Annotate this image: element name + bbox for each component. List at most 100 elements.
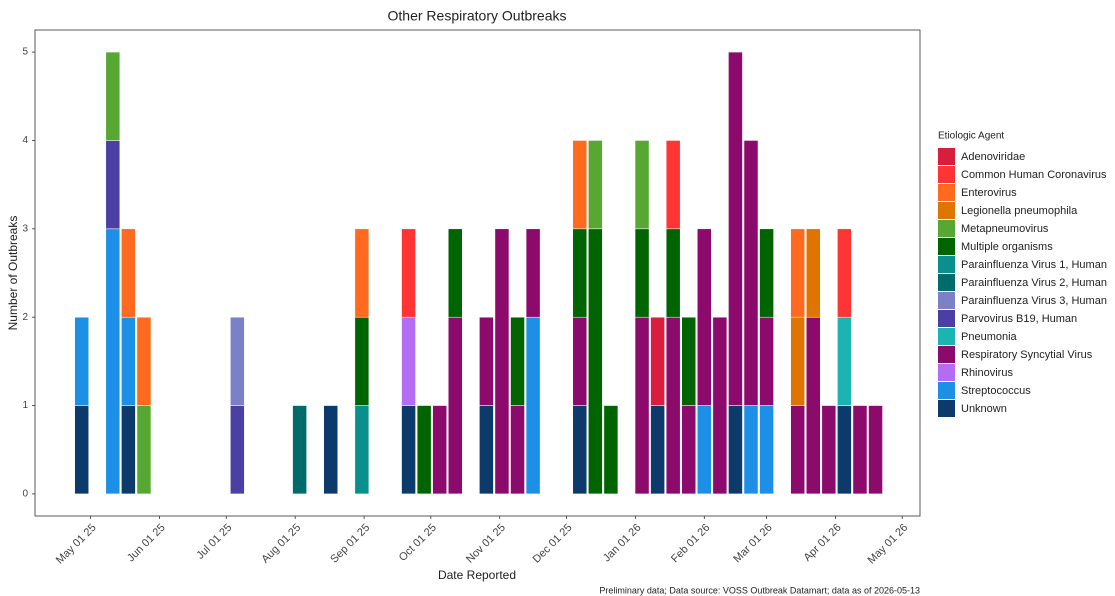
legend-swatch [938, 274, 955, 291]
legend-swatch [938, 292, 955, 309]
bar-segment [572, 228, 588, 318]
legend-swatch [938, 202, 955, 219]
bar-segment [230, 405, 245, 495]
bar-segment [588, 140, 603, 230]
bar-segment [105, 51, 121, 141]
bar-segment [806, 316, 821, 495]
legend-label: Metapneumovirus [961, 223, 1049, 235]
bar-segment [74, 405, 89, 495]
bar-segment [572, 140, 588, 230]
legend-swatch [938, 238, 955, 255]
bar-segment [837, 228, 852, 318]
legend-label: Rhinovirus [961, 367, 1013, 379]
bar-segment [634, 140, 650, 230]
legend-swatch [938, 166, 955, 183]
bar-segment [806, 228, 821, 318]
bar-segment [603, 405, 619, 495]
legend-title: Etiologic Agent [938, 131, 1004, 142]
bar-segment [697, 228, 712, 406]
bar-segment [728, 51, 743, 406]
bar-segment [650, 405, 665, 495]
bar-segment [494, 228, 510, 495]
bar-segment [743, 405, 759, 495]
y-axis-label: Number of Outbreaks [6, 216, 20, 331]
bar-segment [136, 316, 152, 406]
bar-segment [572, 405, 588, 495]
legend-swatch [938, 184, 955, 201]
y-tick-label: 4 [22, 135, 28, 146]
bar-segment [790, 316, 805, 406]
bar-segment [136, 405, 152, 495]
legend-label: Adenoviridae [961, 151, 1025, 163]
legend-swatch [938, 364, 955, 381]
bar-segment [681, 405, 696, 495]
y-tick-label: 5 [22, 47, 28, 58]
bar-segment [588, 228, 603, 495]
bar-segment [712, 316, 728, 495]
legend-swatch [938, 382, 955, 399]
bar-segment [665, 140, 681, 230]
legend-swatch [938, 148, 955, 165]
legend-label: Multiple organisms [961, 241, 1053, 253]
bar-segment [105, 228, 121, 495]
bar-segment [479, 405, 494, 495]
bar-segment [681, 316, 696, 406]
bar-segment [665, 316, 681, 495]
chart-title: Other Respiratory Outbreaks [388, 8, 567, 24]
legend-swatch [938, 220, 955, 237]
y-tick-label: 2 [22, 312, 28, 323]
bar-segment [665, 228, 681, 318]
bar-segment [697, 405, 712, 495]
legend-label: Legionella pneumophila [961, 205, 1078, 217]
bar-segment [525, 316, 541, 495]
bar-segment [790, 405, 805, 495]
bar-segment [74, 316, 89, 406]
bar-segment [759, 316, 774, 406]
legend-label: Common Human Coronavirus [961, 169, 1107, 181]
legend-swatch [938, 400, 955, 417]
legend-label: Pneumonia [961, 331, 1018, 343]
legend-swatch [938, 346, 955, 363]
legend-swatch [938, 328, 955, 345]
bar-segment [121, 316, 136, 406]
bar-segment [479, 316, 494, 406]
plot-panel [34, 29, 921, 517]
legend-label: Respiratory Syncytial Virus [961, 349, 1093, 361]
bar-segment [401, 316, 416, 406]
bar-segment [354, 316, 370, 406]
bar-segment [416, 405, 432, 495]
legend-label: Streptococcus [961, 385, 1031, 397]
bar-segment [323, 405, 338, 495]
bar-segment [448, 316, 463, 495]
legend-label: Enterovirus [961, 187, 1017, 199]
x-axis-label: Date Reported [438, 568, 516, 582]
y-tick-label: 3 [22, 223, 28, 234]
bar-segment [448, 228, 463, 318]
bar-segment [837, 316, 852, 406]
bar-segment [432, 405, 447, 495]
y-tick-label: 0 [22, 489, 28, 500]
legend-label: Parainfluenza Virus 1, Human [961, 259, 1107, 271]
bar-segment [401, 228, 416, 318]
legend-swatch [938, 310, 955, 327]
bar-segment [743, 140, 759, 406]
bar-segment [759, 405, 774, 495]
bar-segment [105, 140, 121, 230]
bar-segment [572, 316, 588, 406]
bar-segment [354, 228, 370, 318]
bar-segment [868, 405, 883, 495]
bar-segment [728, 405, 743, 495]
legend-label: Parainfluenza Virus 3, Human [961, 295, 1107, 307]
bar-segment [821, 405, 837, 495]
bar-segment [525, 228, 541, 318]
legend-label: Parvovirus B19, Human [961, 313, 1077, 325]
legend-label: Unknown [961, 403, 1007, 415]
caption: Preliminary data; Data source: VOSS Outb… [599, 585, 920, 595]
bar-segment [790, 228, 805, 318]
bar-segment [650, 316, 665, 406]
legend-swatch [938, 256, 955, 273]
bar-segment [759, 228, 774, 318]
bar-segment [837, 405, 852, 495]
